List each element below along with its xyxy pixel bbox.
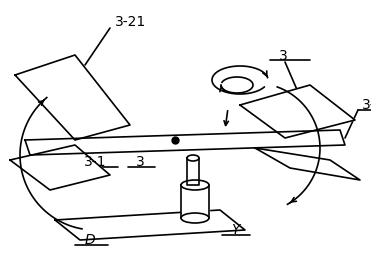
Ellipse shape [181, 213, 209, 223]
Text: D: D [85, 233, 95, 247]
Text: Y: Y [231, 223, 239, 237]
Ellipse shape [187, 155, 199, 161]
Text: 3-22: 3-22 [362, 98, 371, 112]
Polygon shape [55, 210, 245, 240]
Text: 3-21: 3-21 [115, 15, 146, 29]
Polygon shape [181, 185, 209, 218]
Polygon shape [240, 85, 355, 138]
Ellipse shape [181, 180, 209, 190]
Polygon shape [15, 55, 130, 140]
Polygon shape [10, 145, 110, 190]
Polygon shape [25, 130, 345, 155]
Text: 3-1: 3-1 [84, 155, 106, 169]
Polygon shape [187, 158, 199, 185]
Polygon shape [255, 148, 360, 180]
Text: 3: 3 [279, 49, 288, 63]
Text: 3: 3 [136, 155, 144, 169]
